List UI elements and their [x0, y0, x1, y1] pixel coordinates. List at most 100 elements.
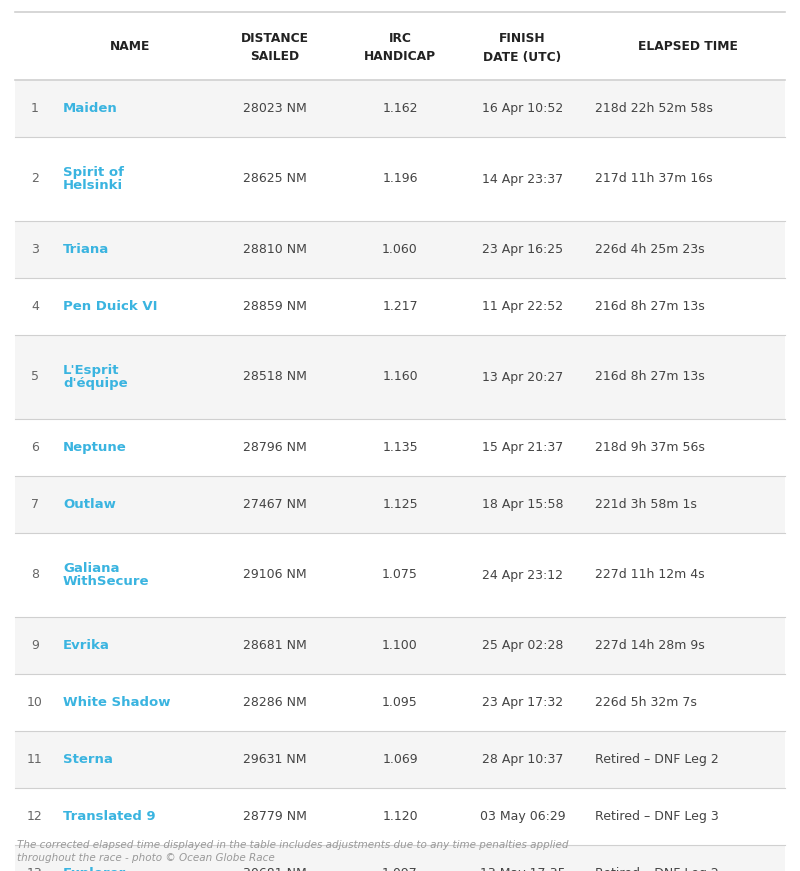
Text: Galiana: Galiana — [63, 562, 119, 575]
Text: 221d 3h 58m 1s: 221d 3h 58m 1s — [595, 498, 697, 511]
Text: Explorer: Explorer — [63, 867, 126, 871]
Text: 23 Apr 16:25: 23 Apr 16:25 — [482, 243, 563, 256]
Text: 1.135: 1.135 — [382, 441, 418, 454]
Text: 7: 7 — [31, 498, 39, 511]
Text: Translated 9: Translated 9 — [63, 810, 156, 823]
Text: SAILED: SAILED — [250, 51, 299, 64]
Text: Helsinki: Helsinki — [63, 179, 123, 192]
Text: throughout the race - photo © Ocean Globe Race: throughout the race - photo © Ocean Glob… — [17, 853, 274, 863]
Text: WithSecure: WithSecure — [63, 575, 150, 588]
Bar — [15, 674, 785, 731]
Text: Retired – DNF Leg 3: Retired – DNF Leg 3 — [595, 810, 718, 823]
Text: 28779 NM: 28779 NM — [243, 810, 307, 823]
Text: 1.075: 1.075 — [382, 569, 418, 582]
Text: FINISH: FINISH — [499, 32, 546, 45]
Bar — [15, 617, 785, 674]
Bar — [15, 788, 785, 845]
Bar — [15, 731, 785, 788]
Text: HANDICAP: HANDICAP — [364, 51, 436, 64]
Bar — [15, 278, 785, 335]
Text: 218d 22h 52m 58s: 218d 22h 52m 58s — [595, 102, 713, 115]
Text: 1.160: 1.160 — [382, 370, 418, 383]
Text: 226d 4h 25m 23s: 226d 4h 25m 23s — [595, 243, 705, 256]
Text: 3: 3 — [31, 243, 39, 256]
Text: 227d 14h 28m 9s: 227d 14h 28m 9s — [595, 639, 705, 652]
Text: 11: 11 — [27, 753, 43, 766]
Text: 28 Apr 10:37: 28 Apr 10:37 — [482, 753, 563, 766]
Text: DATE (UTC): DATE (UTC) — [483, 51, 562, 64]
Text: DISTANCE: DISTANCE — [241, 32, 309, 45]
Text: 28286 NM: 28286 NM — [243, 696, 307, 709]
Text: Maiden: Maiden — [63, 102, 118, 115]
Bar — [15, 476, 785, 533]
Text: Sterna: Sterna — [63, 753, 113, 766]
Text: 1.097: 1.097 — [382, 867, 418, 871]
Text: 1.162: 1.162 — [382, 102, 418, 115]
Text: The corrected elapsed time displayed in the table includes adjustments due to an: The corrected elapsed time displayed in … — [17, 840, 569, 850]
Text: 13 May 17:35: 13 May 17:35 — [480, 867, 566, 871]
Text: NAME: NAME — [110, 39, 150, 52]
Text: 15 Apr 21:37: 15 Apr 21:37 — [482, 441, 563, 454]
Bar — [15, 845, 785, 871]
Text: 27467 NM: 27467 NM — [243, 498, 307, 511]
Text: 18 Apr 15:58: 18 Apr 15:58 — [482, 498, 563, 511]
Text: 29631 NM: 29631 NM — [243, 753, 306, 766]
Bar — [15, 12, 785, 80]
Text: 29106 NM: 29106 NM — [243, 569, 307, 582]
Bar — [15, 80, 785, 137]
Text: 217d 11h 37m 16s: 217d 11h 37m 16s — [595, 172, 713, 186]
Text: 1.060: 1.060 — [382, 243, 418, 256]
Text: 1: 1 — [31, 102, 39, 115]
Bar — [15, 419, 785, 476]
Text: 1.120: 1.120 — [382, 810, 418, 823]
Text: 28859 NM: 28859 NM — [243, 300, 307, 313]
Text: Retired – DNF Leg 2: Retired – DNF Leg 2 — [595, 867, 718, 871]
Text: 25 Apr 02:28: 25 Apr 02:28 — [482, 639, 563, 652]
Text: 1.125: 1.125 — [382, 498, 418, 511]
Text: 28625 NM: 28625 NM — [243, 172, 307, 186]
Text: 9: 9 — [31, 639, 39, 652]
Text: Spirit of: Spirit of — [63, 166, 124, 179]
Text: 216d 8h 27m 13s: 216d 8h 27m 13s — [595, 370, 705, 383]
Bar — [15, 221, 785, 278]
Text: 218d 9h 37m 56s: 218d 9h 37m 56s — [595, 441, 705, 454]
Text: 4: 4 — [31, 300, 39, 313]
Text: Neptune: Neptune — [63, 441, 126, 454]
Text: 30681 NM: 30681 NM — [243, 867, 307, 871]
Text: 11 Apr 22:52: 11 Apr 22:52 — [482, 300, 563, 313]
Text: 28518 NM: 28518 NM — [243, 370, 307, 383]
Text: Triana: Triana — [63, 243, 110, 256]
Text: 1.069: 1.069 — [382, 753, 418, 766]
Text: 03 May 06:29: 03 May 06:29 — [480, 810, 566, 823]
Text: 13: 13 — [27, 867, 43, 871]
Text: L'Esprit: L'Esprit — [63, 364, 119, 377]
Text: 2: 2 — [31, 172, 39, 186]
Text: 28810 NM: 28810 NM — [243, 243, 307, 256]
Text: White Shadow: White Shadow — [63, 696, 170, 709]
Text: 1.095: 1.095 — [382, 696, 418, 709]
Bar — [15, 137, 785, 221]
Text: 10: 10 — [27, 696, 43, 709]
Bar — [15, 335, 785, 419]
Text: d'équipe: d'équipe — [63, 377, 128, 390]
Text: 1.217: 1.217 — [382, 300, 418, 313]
Text: IRC: IRC — [389, 32, 411, 45]
Text: 23 Apr 17:32: 23 Apr 17:32 — [482, 696, 563, 709]
Bar — [15, 533, 785, 617]
Text: 16 Apr 10:52: 16 Apr 10:52 — [482, 102, 563, 115]
Text: 216d 8h 27m 13s: 216d 8h 27m 13s — [595, 300, 705, 313]
Text: 24 Apr 23:12: 24 Apr 23:12 — [482, 569, 563, 582]
Text: 13 Apr 20:27: 13 Apr 20:27 — [482, 370, 563, 383]
Text: 226d 5h 32m 7s: 226d 5h 32m 7s — [595, 696, 697, 709]
Text: 28796 NM: 28796 NM — [243, 441, 307, 454]
Text: 14 Apr 23:37: 14 Apr 23:37 — [482, 172, 563, 186]
Text: 28023 NM: 28023 NM — [243, 102, 307, 115]
Text: 1.196: 1.196 — [382, 172, 418, 186]
Text: Retired – DNF Leg 2: Retired – DNF Leg 2 — [595, 753, 718, 766]
Text: 227d 11h 12m 4s: 227d 11h 12m 4s — [595, 569, 705, 582]
Text: ELAPSED TIME: ELAPSED TIME — [638, 39, 738, 52]
Text: Outlaw: Outlaw — [63, 498, 116, 511]
Text: Pen Duick VI: Pen Duick VI — [63, 300, 158, 313]
Text: Evrika: Evrika — [63, 639, 110, 652]
Text: 6: 6 — [31, 441, 39, 454]
